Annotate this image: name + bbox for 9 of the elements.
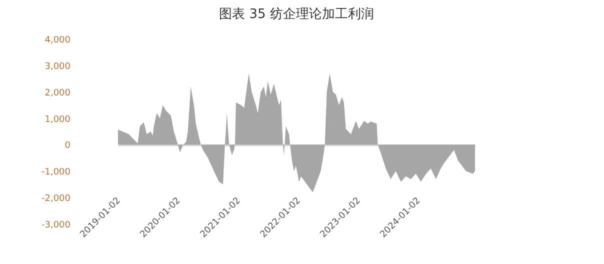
y-tick-label: 4,000 xyxy=(44,36,71,46)
y-tick-label: -3,000 xyxy=(41,220,71,230)
y-tick-label: 0 xyxy=(64,141,71,152)
y-tick-label: 1,000 xyxy=(44,114,71,125)
y-tick-label: -1,000 xyxy=(41,168,71,178)
chart-title: 图表 35 纺企理论加工利润 xyxy=(219,7,374,22)
y-tick-label: 3,000 xyxy=(44,62,71,72)
y-tick-label: 2,000 xyxy=(44,88,71,98)
y-tick-label: -2,000 xyxy=(41,194,71,204)
